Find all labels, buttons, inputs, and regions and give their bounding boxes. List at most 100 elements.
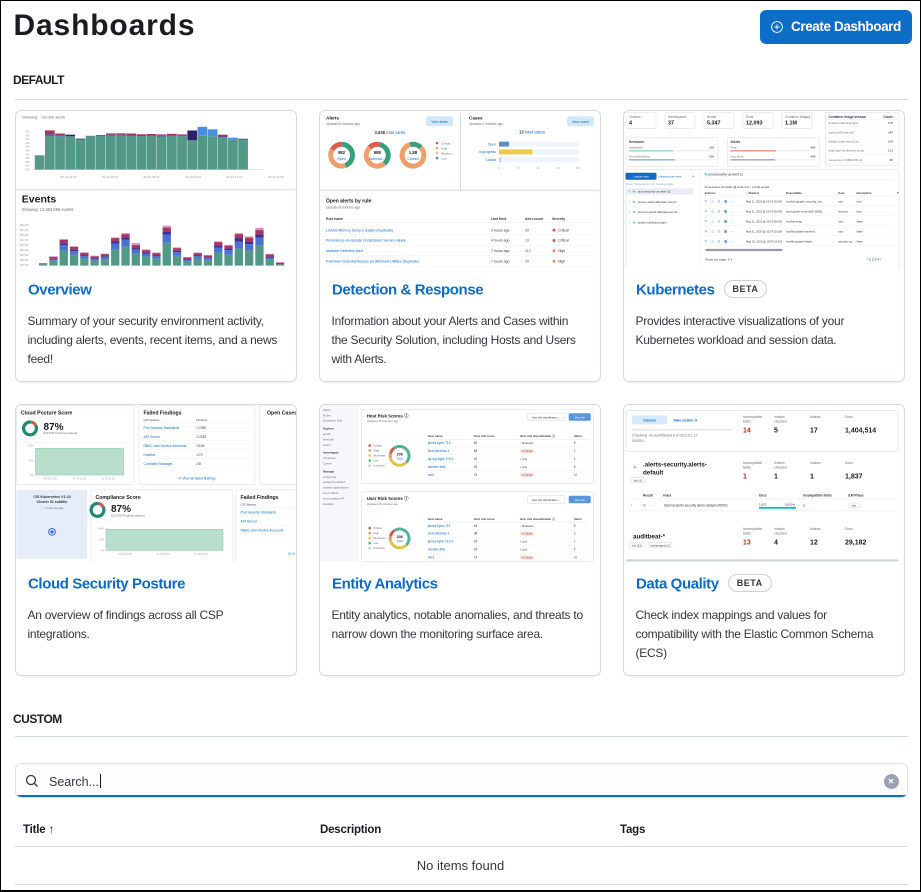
svg-text:Critical: Critical [441,141,451,145]
svg-text:Incompatible: Incompatible [743,461,762,465]
svg-text:⊙: ⊙ [718,239,721,243]
svg-text:Critical: Critical [373,444,382,448]
svg-text:/usr/lib/update-systemd: /usr/lib/update-systemd [786,229,815,233]
svg-text:Persistence via Update Orchest: Persistence via Update Orchestrator Serv… [326,239,406,243]
svg-text:↔: ↔ [731,209,734,213]
svg-text:✎: ✎ [705,199,708,203]
svg-text:Host risk score: Host risk score [474,434,495,438]
svg-text:root: root [838,219,843,223]
svg-text:Nodes: Nodes [707,115,717,119]
svg-text:07-04 11:00: 07-04 11:00 [194,553,208,556]
svg-text:docker.io/library/nginx: docker.io/library/nginx [638,220,668,224]
svg-text:ca-service-7xf89d7d5-11: ca-service-7xf89d7d5-11 [829,158,863,162]
svg-text:Critical: Critical [558,239,569,243]
svg-text:Docs: Docs [845,461,853,465]
svg-text:User: User [838,191,846,195]
svg-text:521/578 Findings passed: 521/578 Findings passed [44,431,78,435]
svg-text:View cases: View cases [572,120,589,124]
svg-text:Showing: ~10,000 alerts: Showing: ~10,000 alerts [22,114,65,119]
svg-text:›: › [631,502,633,507]
svg-text:May 11, 2023 @ 10:07:05.000: May 11, 2023 @ 10:07:05.000 [746,219,783,223]
svg-text:● Critical: ● Critical [522,449,533,453]
svg-text:✎: ✎ [705,239,708,243]
svg-text:✎: ✎ [705,209,708,213]
svg-text:87%: 87% [44,422,64,433]
svg-text:8: 8 [574,441,576,445]
svg-text:›: › [629,220,630,224]
svg-text:1.1M: 1.1M [785,120,797,126]
svg-text:Closed: Closed [407,157,418,161]
svg-text:/arc/update-motd-d/50-15552...: /arc/update-motd-d/50-15552... [786,209,825,213]
svg-text:ILM Phase: ILM Phase [848,493,864,497]
svg-text:Interactive: Interactive [857,191,872,195]
svg-text:900: 900 [26,134,31,137]
svg-text:Users: Users [323,443,331,447]
svg-text:Last fired: Last fired [491,217,506,221]
svg-text:Incompatible: Incompatible [743,415,762,419]
svg-text:87%: 87% [111,504,131,515]
svg-text:100.0%: 100.0% [785,502,796,506]
svg-text:May 11, 2023 @ 10:07:05.000: May 11, 2023 @ 10:07:05.000 [746,199,783,203]
svg-text:10: 10 [537,166,541,170]
svg-text:Checking .ds-auditbeat-8.6.0-2: Checking .ds-auditbeat-8.6.0-2023.01.17- [632,433,699,437]
svg-text:⚠: ⚠ [711,219,714,223]
svg-text:⟳: ⟳ [692,175,695,179]
svg-text:View all: View all [575,415,585,419]
svg-text:23/390: 23/390 [196,426,206,430]
svg-text:↔: ↔ [731,229,734,233]
svg-text:false: false [857,229,864,233]
svg-text:Host risk classification ⌄: Host risk classification ⌄ [532,498,560,502]
svg-text:198: 198 [709,146,714,150]
svg-text:james-flynn-713: james-flynn-713 [427,441,451,445]
svg-text:Namespaces: Namespaces [668,115,687,119]
svg-text:checked: checked [774,420,787,424]
svg-text:Unknown: Unknown [373,464,385,468]
svg-text:checked: checked [774,532,787,536]
svg-text:View all: View all [575,498,585,502]
svg-text:qa-apj-flight-719-2: qa-apj-flight-719-2 [428,457,454,461]
svg-text:208: 208 [397,453,403,457]
svg-text:3,838 total alerts: 3,838 total alerts [375,130,406,135]
svg-text:event filters: event filters [323,491,339,495]
svg-text:Host risk classification ⓘ: Host risk classification ⓘ [520,433,555,438]
svg-text:900,000: 900,000 [20,264,29,267]
svg-text:%: % [633,190,636,194]
svg-text:prod-us-east1-k8scale-securit.: prod-us-east1-k8scale-securit... [638,210,680,214]
svg-text:● Critical: ● Critical [522,473,533,477]
svg-text:CIS Kubernetes V1.23: CIS Kubernetes V1.23 [33,495,70,499]
svg-text:Incompatible fields: Incompatible fields [803,493,832,497]
svg-text:↔: ↔ [731,199,734,203]
svg-text:⊙: ⊙ [718,219,721,223]
svg-text:Moderate: Moderate [373,536,385,540]
svg-text:Take action ∨: Take action ∨ [673,418,698,422]
svg-text:Non-Rule: Non-Rule [731,155,744,159]
svg-text:2: 2 [574,532,576,536]
svg-text:09-19 14:00: 09-19 14:00 [226,175,242,179]
svg-text:Rule name: Rule name [326,217,343,221]
svg-text:High: High [441,146,448,150]
svg-text:May 11, 2023 @ 10:07:05.000: May 11, 2023 @ 10:07:05.000 [746,229,783,233]
svg-text:07-04 11:00: 07-04 11:00 [102,478,116,481]
svg-text:Exception lists: Exception lists [323,419,343,423]
svg-text:root: root [838,199,843,203]
svg-text:Cloud Posture Score: Cloud Posture Score [21,410,72,416]
svg-text:Indices: Indices [810,461,821,465]
svg-text:↔: ↔ [731,239,734,243]
svg-text:Sessions: Sessions [629,140,644,144]
svg-text:Controller Manager: Controller Manager [144,462,174,466]
svg-text:900: 900 [26,161,31,164]
svg-text:true: true [857,199,863,203]
svg-text:9/154: 9/154 [196,444,205,448]
svg-text:endpoint policies: endpoint policies [323,480,346,484]
svg-text:09-19 05:00: 09-19 05:00 [102,175,118,179]
svg-text:james-flynn-719-3: james-flynn-719-3 [427,540,454,544]
svg-text:● Critical: ● Critical [522,556,533,560]
svg-text:Alerts: Alerts [574,517,583,521]
svg-text:1: 1 [774,473,778,480]
svg-text:RBAC and Service Accounts: RBAC and Service Accounts [144,444,187,448]
svg-text:% prod-security-us-west-11: % prod-security-us-west-11 [705,173,744,177]
svg-text:5: 5 [518,166,520,170]
svg-text:Cases: Cases [323,462,332,466]
svg-text:900: 900 [26,142,31,145]
svg-text:29,182: 29,182 [845,539,867,546]
